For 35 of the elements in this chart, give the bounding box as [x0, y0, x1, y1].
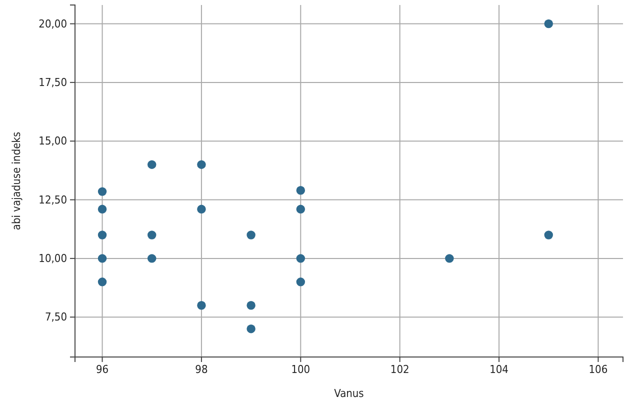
- point: [544, 230, 553, 240]
- point: [296, 254, 306, 263]
- point: [98, 254, 107, 263]
- x-tick-label: 96: [96, 362, 109, 376]
- y-tick-label: 17,50: [38, 76, 67, 89]
- y-tick-label: 12,50: [38, 193, 67, 206]
- y-tick-label: 10,00: [38, 252, 67, 265]
- x-tick-label: 102: [390, 362, 410, 376]
- point: [197, 204, 206, 214]
- point: [98, 187, 107, 196]
- point: [445, 254, 454, 263]
- point: [246, 301, 256, 310]
- x-tick-label: 104: [490, 362, 508, 376]
- point: [296, 204, 306, 214]
- x-tick-label: 106: [588, 362, 608, 376]
- x-axis-title: Vanus: [334, 387, 364, 400]
- point: [246, 230, 256, 240]
- x-tick-label: 100: [291, 362, 310, 376]
- point: [98, 230, 107, 240]
- point: [148, 160, 156, 169]
- point: [246, 324, 256, 334]
- point: [197, 301, 206, 310]
- point: [296, 186, 306, 195]
- y-tick-label: 15,00: [38, 134, 67, 148]
- y-axis-title: abi vajaduse indeks: [10, 132, 23, 230]
- y-tick-label: 20,00: [38, 17, 67, 30]
- y-tick-label: 7,50: [44, 310, 67, 324]
- point: [296, 278, 306, 286]
- x-tick-label: 98: [195, 362, 208, 376]
- point: [148, 254, 156, 263]
- point: [544, 19, 553, 28]
- point: [98, 278, 107, 286]
- point: [98, 204, 107, 214]
- point: [197, 160, 206, 169]
- point: [148, 230, 156, 240]
